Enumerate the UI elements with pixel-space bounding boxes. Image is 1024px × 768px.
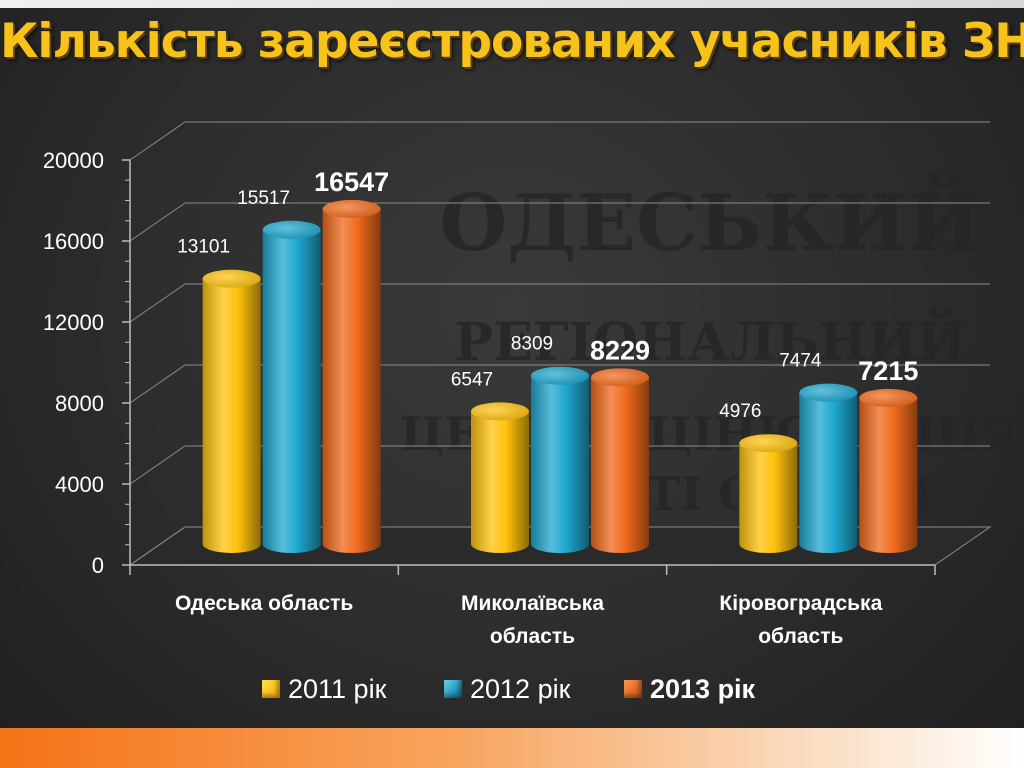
x-category-label: Миколаївська (461, 592, 604, 615)
bar-body (739, 443, 798, 553)
bar-value-label: 7474 (779, 351, 822, 372)
bar-cap (262, 220, 321, 239)
bar-value-label: 13101 (177, 237, 230, 258)
x-category-label: область (490, 625, 575, 648)
gridline-side (129, 283, 186, 323)
bar-body (859, 397, 918, 553)
bar-body (799, 392, 858, 553)
bar-cap (471, 402, 529, 421)
y-tick-label: 16000 (43, 229, 104, 254)
x-category-label: область (758, 625, 843, 648)
legend-label-2013: 2013 рік (650, 673, 756, 704)
bar-value-label: 8229 (590, 335, 650, 365)
legend-item-2013: 2013 рік (624, 672, 755, 706)
bar-value-label: 4976 (719, 401, 761, 422)
legend-item-2011: 2011 рік (262, 672, 386, 706)
bar (471, 402, 529, 553)
bar-cap (531, 366, 589, 385)
bar (799, 383, 858, 553)
bar-body (591, 377, 649, 553)
bar (859, 388, 918, 553)
y-tick-label: 8000 (55, 391, 104, 416)
gridline-side (129, 364, 186, 404)
y-tick-label: 4000 (55, 472, 104, 497)
bar-value-label: 6547 (451, 369, 493, 390)
bar-cap (322, 199, 381, 218)
x-category-label: Кіровоградська (719, 592, 882, 615)
chart-bars (202, 199, 918, 553)
y-tick-label: 0 (92, 553, 104, 578)
watermark-line: РЕГІОНАЛЬНИЙ (454, 307, 966, 373)
bar (591, 368, 649, 553)
y-tick-label: 20000 (43, 148, 104, 173)
bar-cap (591, 368, 649, 387)
bar (262, 220, 321, 553)
chart-data-labels: 13101 15517 16547 6547 8309 8229 4976 7474 7215 (177, 167, 918, 422)
bar (739, 434, 798, 553)
bar-value-label: 8309 (511, 334, 553, 355)
y-tick-label: 12000 (43, 310, 104, 335)
bar (202, 269, 261, 553)
bar-cap (739, 434, 798, 453)
watermark-line: ОДЕСЬКИЙ (439, 171, 981, 269)
gridline-side (129, 202, 186, 242)
bar-cap (859, 388, 918, 407)
legend-swatch-2012 (444, 680, 462, 698)
bar-body (531, 375, 589, 553)
top-band (0, 0, 1024, 8)
bar-cap (202, 269, 261, 288)
bar (322, 199, 381, 553)
gridline-side (129, 526, 186, 566)
gridline-side (129, 445, 186, 485)
bar-value-label: 16547 (314, 167, 389, 197)
legend-label-2011: 2011 рік (288, 673, 387, 704)
bottom-accent-band (0, 728, 1024, 768)
x-category-label: Одеська область (175, 592, 353, 615)
bar-body (322, 208, 381, 553)
gridline-side (129, 121, 186, 161)
bar-body (202, 278, 261, 553)
bar-value-label: 7215 (858, 356, 918, 386)
bar (531, 366, 589, 553)
slide-title: Кількість зареєстрованих учасників ЗНО (0, 14, 1024, 69)
legend-swatch-2013 (624, 680, 642, 698)
bar-body (262, 229, 321, 553)
legend-label-2012: 2012 рік (470, 673, 571, 704)
bar-cap (799, 383, 858, 402)
bar-value-label: 15517 (237, 188, 290, 209)
bar-body (471, 411, 529, 553)
chart-axes: 0 4000 8000 12000 16000 20000 Одеська область М… (43, 148, 936, 648)
legend-item-2012: 2012 рік (444, 672, 570, 706)
legend-swatch-2011 (262, 680, 280, 698)
